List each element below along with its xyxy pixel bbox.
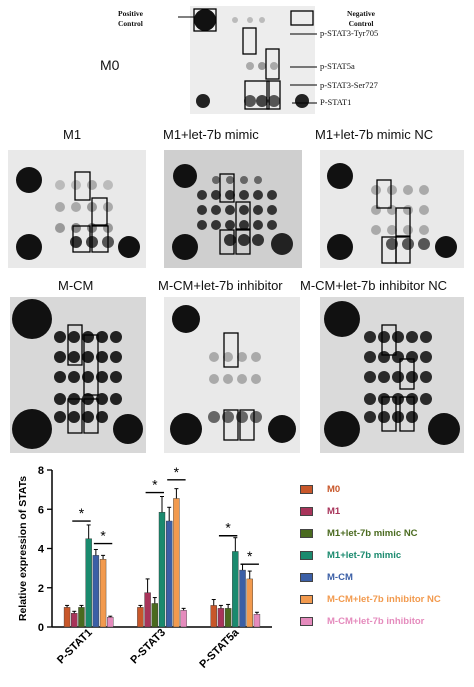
bar-chart: 0 2 4 6 8 Relative expression of STATs P-STAT1… [0,462,474,682]
legend-swatch [300,616,313,626]
m0-blot-image [193,8,314,110]
legend-label: M1+let-7b mimic NC [327,527,418,539]
blot-label-m-cm: M-CM [58,278,94,293]
bar-0-4 [92,555,100,628]
blot-label-m1: M1 [63,127,82,142]
bar-chart-svg: 0 2 4 6 8 Relative expression of STATs P-STAT1… [17,464,272,671]
legend-label: M-CM [327,571,353,583]
bar-2-1 [217,608,225,628]
legend-label: M-CM+let-7b inhibitor NC [327,593,441,605]
bar-0-3 [85,538,92,628]
bar-0-0 [63,607,71,628]
legend-swatch [300,506,313,516]
annotation-p-stat3-ser727: p-STAT3-Ser727 [320,80,378,90]
annotation-negative-control: Negative Control [347,9,375,28]
bar-2-0 [210,605,217,628]
y-tick-label-0: 0 [38,622,44,634]
bar-2-2 [224,608,232,628]
sig-star-3: * [174,464,180,480]
legend-item-1: M1 [300,504,340,518]
sig-star-4: * [225,520,231,536]
sig-star-2: * [152,477,158,493]
annotation-p-stat1: P-STAT1 [320,97,352,107]
blot-m-cm [10,297,146,453]
blot-m-cm-inhibitor [164,297,300,453]
legend-swatch [300,550,313,560]
x-tick-label-1: P-STAT3 [128,627,168,667]
y-tick-label-4: 8 [38,465,44,477]
legend-item-5: M-CM+let-7b inhibitor NC [300,592,441,606]
blot-label-m1-mimic: M1+let-7b mimic [163,127,259,142]
bar-1-3 [158,511,166,628]
m0-blot [190,6,315,114]
y-tick-label-1: 2 [38,583,44,595]
bar-1-4 [165,520,173,628]
sig-star-1: * [100,528,106,544]
annotation-positive-control: Positive Control [118,9,143,28]
y-tick-label-3: 6 [38,504,44,516]
blot-label-m-cm-inhibitor: M-CM+let-7b inhibitor [158,278,283,293]
blot-m1 [8,150,146,268]
sig-star-5: * [247,548,253,564]
y-axis-label: Relative expression of STATs [17,476,29,621]
bar-1-6 [180,610,187,628]
blot-label-m1-mimic-nc: M1+let-7b mimic NC [315,127,434,142]
bar-0-5 [99,559,107,628]
blot-m1-mimic [164,150,302,268]
bar-1-1 [144,592,151,628]
bar-1-5 [173,498,180,628]
blot-m-cm-inhibitor-nc [320,297,464,453]
bar-1-2 [151,603,159,628]
blot-label-m-cm-inhibitor-nc: M-CM+let-7b inhibitor NC [300,278,448,293]
bar-0-2 [78,607,85,628]
m0-leader-lines [178,16,317,104]
bar-1-0 [137,607,144,628]
legend-label: M-CM+let-7b inhibitor [327,615,425,627]
legend-item-0: M0 [300,482,340,496]
blot-m1-mimic-nc [320,150,464,268]
legend-label: M1 [327,505,341,517]
sig-star-0: * [79,505,85,521]
annotation-p-stat5a: p-STAT5a [320,61,355,71]
legend-swatch [300,572,313,582]
legend-swatch [300,528,313,538]
y-tick-label-2: 4 [38,544,45,556]
legend-item-6: M-CM+let-7b inhibitor [300,614,424,628]
bar-2-6 [253,614,261,628]
x-tick-label-2: P-STAT5a [197,626,242,671]
legend-label: M1+let-7b mimic [327,549,402,561]
bar-0-1 [71,613,78,628]
legend-item-2: M1+let-7b mimic NC [300,526,418,540]
legend-label: M0 [327,483,341,495]
legend-swatch [300,484,313,494]
annotation-p-stat3-tyr705: p-STAT3-Tyr705 [320,28,379,38]
legend-item-4: M-CM [300,570,353,584]
bar-2-3 [232,551,239,628]
bar-2-5 [246,578,253,628]
m0-label: M0 [100,57,120,73]
bar-0-6 [107,616,114,628]
x-tick-label-0: P-STAT1 [55,627,95,667]
bar-2-4 [239,569,246,628]
legend-swatch [300,594,313,604]
legend-item-3: M1+let-7b mimic [300,548,401,562]
